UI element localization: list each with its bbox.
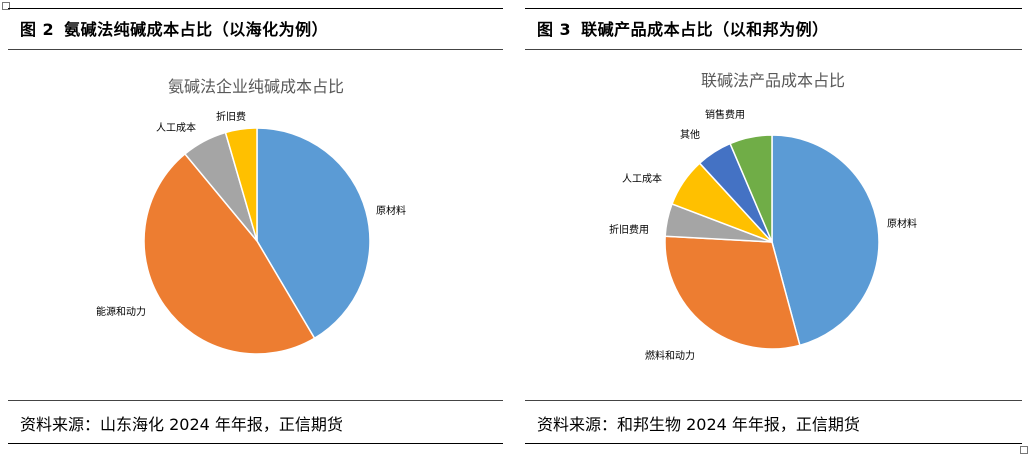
figure-caption: 联碱产品成本占比（以和邦为例）	[581, 20, 829, 39]
source-note: 资料来源：山东海化 2024 年年报，正信期货	[20, 415, 343, 434]
slice-label: 人工成本	[156, 121, 196, 134]
pie-slice	[771, 134, 880, 347]
pie-slice	[729, 134, 773, 243]
bottom-rule	[525, 443, 1022, 444]
corner-mark	[1020, 446, 1028, 454]
figure-title: 图 3 联碱产品成本占比（以和邦为例）	[537, 16, 829, 40]
figure-panel-left: 图 2 氨碱法纯碱成本占比（以海化为例） 氨碱法企业纯碱成本占比原材料能源和动力 人工…	[8, 0, 503, 445]
source-rule	[525, 400, 1022, 401]
figure-panel-right: 图 3 联碱产品成本占比（以和邦为例） 联碱法产品成本占比原材料燃料和动力 折旧费用 人…	[525, 0, 1022, 445]
figure-number: 2	[42, 20, 55, 39]
top-rule	[525, 8, 1022, 9]
slice-label: 其他	[680, 128, 700, 141]
pie-slice	[256, 127, 371, 340]
slice-label: 销售费用	[705, 108, 745, 121]
chart-title: 氨碱法企业纯碱成本占比	[168, 77, 344, 96]
title-rule	[8, 49, 503, 50]
title-rule	[525, 49, 1022, 50]
bottom-rule	[8, 443, 503, 444]
source-rule	[8, 400, 503, 401]
corner-mark	[2, 2, 10, 10]
pie-slice	[224, 127, 258, 242]
pie-slice	[664, 235, 801, 350]
slice-label: 原材料	[887, 217, 917, 230]
chart-title: 联碱法产品成本占比	[701, 71, 845, 90]
slice-label: 能源和动力	[96, 305, 146, 318]
source-note: 资料来源：和邦生物 2024 年年报，正信期货	[537, 415, 860, 434]
slice-label: 燃料和动力	[645, 349, 695, 362]
figure-number: 3	[559, 20, 572, 39]
figure-label: 图	[20, 20, 37, 39]
figure-label: 图	[537, 20, 554, 39]
top-rule	[8, 8, 503, 9]
figure-title: 图 2 氨碱法纯碱成本占比（以海化为例）	[20, 16, 328, 40]
figure-caption: 氨碱法纯碱成本占比（以海化为例）	[64, 20, 329, 39]
slice-label: 原材料	[376, 204, 406, 217]
slice-label: 折旧费用	[609, 223, 649, 236]
pie-slice	[143, 152, 316, 355]
slice-label: 折旧费	[216, 110, 246, 123]
slice-label: 人工成本	[622, 172, 662, 185]
